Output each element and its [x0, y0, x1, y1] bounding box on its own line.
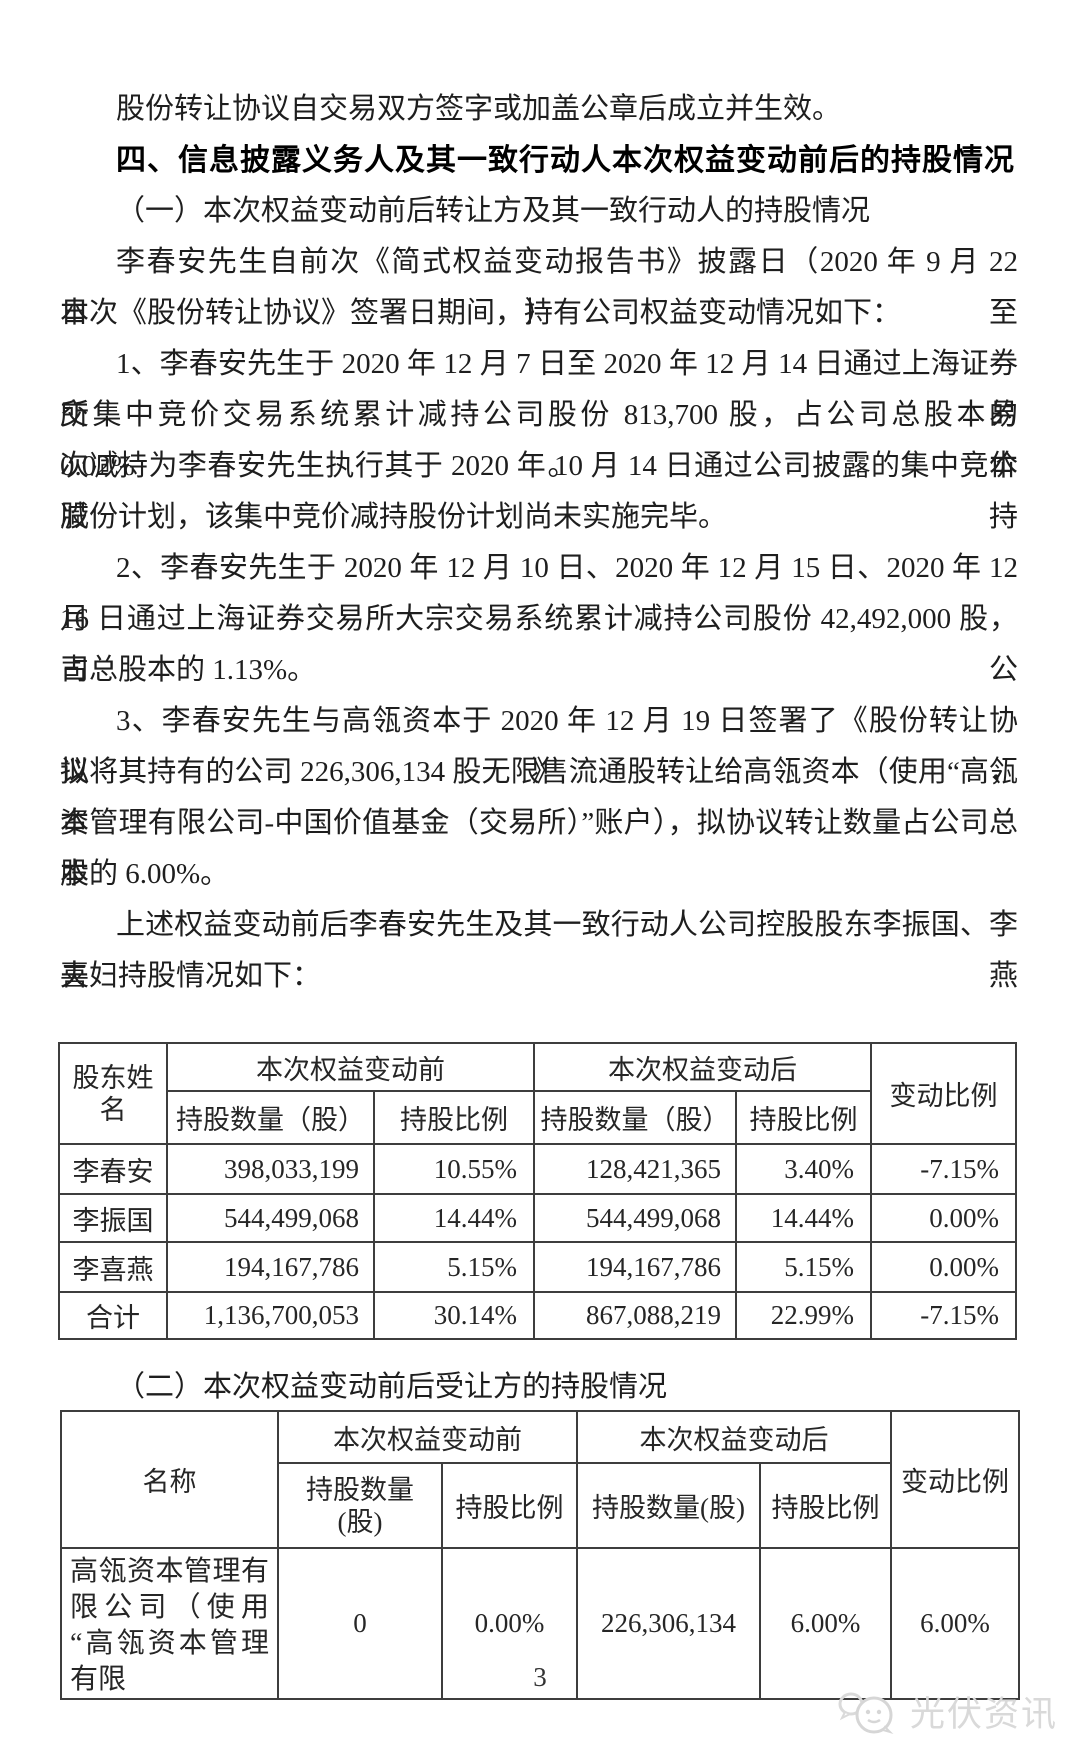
- table-row: 高瓴资本管理有限公司（使用“高瓴资本管理有限 0 0.00% 226,306,1…: [60, 1547, 1020, 1700]
- table-row: 李春安 398,033,199 10.55% 128,421,365 3.40%…: [58, 1143, 1017, 1195]
- col-header-ratio-before: 持股比例: [373, 1090, 535, 1145]
- cell-transferee-name: 高瓴资本管理有限公司（使用“高瓴资本管理有限: [60, 1547, 279, 1700]
- col-header-qty-before: 持股数量 (股): [277, 1462, 443, 1549]
- table-transferee-holdings: 名称 本次权益变动前 本次权益变动后 变动比例 持股数量 (股) 持股比例 持股…: [60, 1410, 1020, 1700]
- cell-ratio-before: 30.14%: [373, 1291, 535, 1340]
- page-number: 3: [533, 1662, 547, 1692]
- col-header-change: 变动比例: [890, 1410, 1020, 1549]
- paragraph-line: 股份转让协议自交易双方签字或加盖公章后成立并生效。: [116, 93, 842, 125]
- cell-qty-after: 544,499,068: [533, 1193, 737, 1243]
- table-row: 李振国 544,499,068 14.44% 544,499,068 14.44…: [58, 1193, 1017, 1243]
- cell-ratio-after: 3.40%: [735, 1143, 872, 1195]
- paragraph-line: 拟将其持有的公司 226,306,134 股无限售流通股转让给高瓴资本（使用“高…: [60, 756, 1018, 839]
- qty-header-line1: 持股数量: [306, 1474, 414, 1505]
- cell-qty-after: 128,421,365: [533, 1143, 737, 1195]
- paragraph-line: 本管理有限公司-中国价值基金（交易所）”账户），拟协议转让数量占公司总股: [60, 807, 1018, 890]
- cell-change: 0.00%: [870, 1241, 1017, 1293]
- group-header-before: 本次权益变动前: [277, 1410, 578, 1464]
- cell-qty-before: 0: [277, 1547, 443, 1700]
- paragraph-line: 1、李春安先生于 2020 年 12 月 7 日至 2020 年 12 月 14…: [60, 348, 1018, 431]
- cell-ratio-after: 14.44%: [735, 1193, 872, 1243]
- col-header-ratio-after: 持股比例: [735, 1090, 872, 1145]
- table-transferor-holdings: 股东姓名 本次权益变动前 本次权益变动后 变动比例 持股数量（股） 持股比例 持…: [58, 1042, 1017, 1340]
- cell-ratio-before: 0.00%: [441, 1547, 578, 1700]
- cell-shareholder: 李喜燕: [58, 1241, 168, 1293]
- paragraph-line: 所集中竞价交易系统累计减持公司股份 813,700 股，占公司总股本的 0.02…: [60, 399, 1018, 482]
- paragraph-line: 李春安先生自前次《简式权益变动报告书》披露日（2020 年 9 月 22 日）至: [60, 246, 1018, 329]
- paragraph-line: 3、李春安先生与高瓴资本于 2020 年 12 月 19 日签署了《股份转让协议…: [60, 705, 1018, 788]
- cell-qty-after: 194,167,786: [533, 1241, 737, 1293]
- cell-change: 6.00%: [890, 1547, 1020, 1700]
- cell-ratio-before: 14.44%: [373, 1193, 535, 1243]
- paragraph-line: 本的 6.00%。: [60, 858, 230, 890]
- cell-ratio-after: 5.15%: [735, 1241, 872, 1293]
- cell-shareholder: 李振国: [58, 1193, 168, 1243]
- paragraph-line: 司总股本的 1.13%。: [60, 654, 317, 686]
- cell-change: -7.15%: [870, 1291, 1017, 1340]
- paragraph-line: 上述权益变动前后李春安先生及其一致行动人公司控股股东李振国、李喜燕: [60, 909, 1018, 992]
- section-heading-4: 四、信息披露义务人及其一致行动人本次权益变动前后的持股情况: [116, 144, 1015, 177]
- watermark-label: 光伏资讯: [909, 1695, 1058, 1734]
- cell-ratio-before: 10.55%: [373, 1143, 535, 1195]
- cell-qty-before: 1,136,700,053: [166, 1291, 375, 1340]
- cell-ratio-after: 22.99%: [735, 1291, 872, 1340]
- cell-qty-after: 226,306,134: [576, 1547, 761, 1700]
- cell-qty-before: 544,499,068: [166, 1193, 375, 1243]
- col-header-qty-before: 持股数量（股）: [166, 1090, 375, 1145]
- body-text: 股份转让协议自交易双方签字或加盖公章后成立并生效。 四、信息披露义务人及其一致行…: [60, 84, 1018, 1002]
- col-header-ratio-before: 持股比例: [441, 1462, 578, 1549]
- cell-ratio-after: 6.00%: [759, 1547, 892, 1700]
- subsection-heading-1: （一）本次权益变动前后转让方及其一致行动人的持股情况: [116, 195, 871, 227]
- paragraph-line: 股份计划，该集中竞价减持股份计划尚未实施完毕。: [60, 501, 728, 533]
- paragraph-line: 16 日通过上海证券交易所大宗交易系统累计减持公司股份 42,492,000 股…: [60, 603, 1018, 686]
- chat-bubbles-logo-icon: [838, 1687, 902, 1737]
- table-row: 李喜燕 194,167,786 5.15% 194,167,786 5.15% …: [58, 1241, 1017, 1293]
- subsection-heading-2: （二）本次权益变动前后受让方的持股情况: [116, 1371, 668, 1403]
- cell-qty-after: 867,088,219: [533, 1291, 737, 1340]
- cell-shareholder: 合计: [58, 1291, 168, 1340]
- group-header-after: 本次权益变动后: [576, 1410, 892, 1464]
- cell-qty-before: 194,167,786: [166, 1241, 375, 1293]
- col-header-qty-after: 持股数量（股）: [533, 1090, 737, 1145]
- col-header-shareholder: 股东姓名: [58, 1042, 168, 1145]
- qty-header-line2: (股): [337, 1506, 383, 1537]
- cell-change: -7.15%: [870, 1143, 1017, 1195]
- paragraph-line: 夫妇持股情况如下：: [60, 960, 322, 992]
- col-header-ratio-after: 持股比例: [759, 1462, 892, 1549]
- group-header-before: 本次权益变动前: [166, 1042, 535, 1092]
- col-header-name: 名称: [60, 1410, 279, 1549]
- cell-change: 0.00%: [870, 1193, 1017, 1243]
- table-row-total: 合计 1,136,700,053 30.14% 867,088,219 22.9…: [58, 1291, 1017, 1340]
- cell-ratio-before: 5.15%: [373, 1241, 535, 1293]
- paragraph-line: 次减持为李春安先生执行其于 2020 年 10 月 14 日通过公司披露的集中竞…: [60, 450, 1018, 533]
- col-header-change: 变动比例: [870, 1042, 1017, 1145]
- paragraph-line: 本次《股份转让协议》签署日期间，持有公司权益变动情况如下：: [60, 297, 902, 329]
- cell-qty-before: 398,033,199: [166, 1143, 375, 1195]
- paragraph-line: 2、李春安先生于 2020 年 12 月 10 日、2020 年 12 月 15…: [60, 552, 1018, 635]
- group-header-after: 本次权益变动后: [533, 1042, 872, 1092]
- watermark: 光伏资讯: [838, 1686, 1058, 1737]
- col-header-qty-after: 持股数量(股): [576, 1462, 761, 1549]
- cell-shareholder: 李春安: [58, 1143, 168, 1195]
